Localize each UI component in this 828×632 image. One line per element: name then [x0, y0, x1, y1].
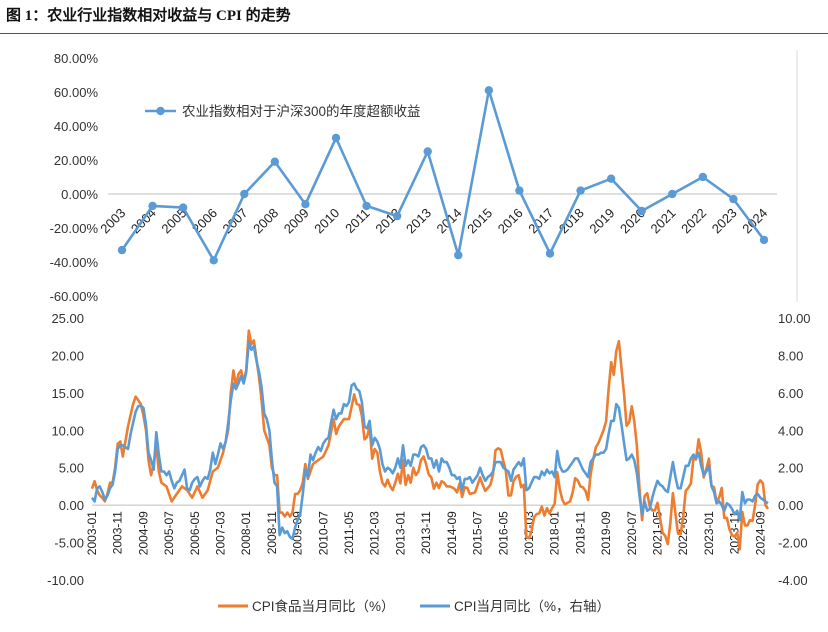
bottom-left-y-tick-label: -10.00	[47, 573, 84, 588]
top-series-point	[117, 245, 127, 255]
top-series-point	[209, 256, 218, 265]
bottom-x-tick-label: 2003-11	[111, 511, 125, 554]
top-y-tick-label: 80.00%	[54, 51, 99, 66]
bottom-left-y-tick-label: 20.00	[51, 348, 84, 363]
bottom-x-tick-label: 2005-07	[162, 511, 176, 555]
top-series-point	[270, 157, 280, 166]
bottom-left-y-tick-label: 25.00	[51, 311, 84, 326]
top-series-point	[637, 206, 646, 216]
bottom-x-tick-label: 2016-05	[496, 511, 510, 555]
top-series-point	[729, 194, 738, 204]
top-x-tick-label: 2009	[281, 205, 312, 236]
top-x-tick-label: 2015	[464, 205, 495, 236]
bottom-right-y-tick-label: 0.00	[778, 498, 803, 513]
top-y-tick-label: -20.00%	[50, 221, 99, 236]
top-x-tick-label: 2006	[189, 205, 220, 236]
bottom-x-tick-label: 2015-07	[471, 511, 485, 555]
bottom-x-tick-label: 2009-09	[291, 511, 305, 555]
bottom-x-tick-label: 2014-09	[445, 511, 459, 555]
bottom-x-tick-label: 2013-11	[419, 511, 433, 554]
bottom-right-y-tick-label: -4.00	[778, 573, 808, 588]
bottom-x-tick-label: 2006-05	[188, 511, 202, 555]
top-series-point	[392, 211, 402, 221]
top-x-tick-label: 2011	[342, 206, 372, 236]
top-y-tick-label: 40.00%	[54, 119, 99, 134]
top-legend-label: 农业指数相对于沪深300的年度超额收益	[182, 104, 421, 119]
top-series-point	[606, 174, 616, 183]
bottom-x-tick-label: 2008-01	[239, 511, 253, 555]
top-y-tick-label: 20.00%	[54, 153, 99, 168]
top-series-point	[515, 186, 524, 195]
top-y-tick-label: 0.00%	[61, 187, 98, 202]
top-x-tick-label: 2022	[678, 205, 709, 236]
bottom-right-y-tick-label: 2.00	[778, 461, 803, 476]
top-series-line	[120, 89, 766, 262]
top-series-point	[698, 172, 708, 182]
top-x-tick-label: 2003	[97, 205, 128, 236]
bottom-right-y-tick-label: 8.00	[778, 348, 803, 363]
top-x-tick-label: 2019	[586, 205, 617, 236]
top-series-point	[545, 249, 555, 258]
top-x-tick-label: 2016	[495, 205, 526, 236]
bottom-x-tick-label: 2023-01	[702, 511, 716, 555]
top-series-point	[423, 147, 432, 156]
top-x-tick-label: 2010	[311, 205, 342, 236]
bottom-right-y-tick-label: 4.00	[778, 423, 803, 438]
bottom-x-tick-label: 2024-09	[753, 511, 767, 555]
bottom-x-tick-label: 2010-07	[316, 511, 330, 555]
top-x-tick-label: 2024	[739, 205, 770, 236]
bottom-left-y-tick-label: 15.00	[51, 386, 84, 401]
top-series-point	[178, 203, 188, 212]
top-x-tick-label: 2007	[220, 205, 251, 236]
top-series-point	[576, 186, 585, 195]
bottom-x-tick-label: 2004-09	[136, 511, 150, 555]
top-series-point	[484, 86, 494, 95]
top-y-tick-label: 60.00%	[54, 85, 99, 100]
bottom-legend-label: CPI食品当月同比（%）	[252, 598, 395, 614]
bottom-x-tick-label: 2008-11	[265, 511, 279, 554]
top-series-point	[668, 189, 677, 199]
top-series-point	[759, 235, 769, 245]
top-series-point	[331, 133, 341, 143]
top-y-tick-label: -40.00%	[50, 255, 99, 270]
top-x-tick-label: 2013	[403, 205, 434, 236]
top-series-point	[362, 201, 371, 211]
bottom-x-tick-label: 2012-03	[368, 511, 382, 555]
bottom-right-y-tick-label: -2.00	[778, 536, 808, 551]
title-divider	[0, 33, 828, 34]
top-series-point	[301, 200, 310, 209]
top-series-point	[454, 251, 463, 260]
cpi-line	[90, 340, 769, 541]
top-x-tick-label: 2021	[648, 205, 679, 236]
top-series-point	[148, 201, 157, 211]
bottom-left-y-tick-label: 0.00	[59, 498, 84, 513]
bottom-right-y-tick-label: 10.00	[778, 311, 811, 326]
top-x-tick-label: 2023	[709, 205, 740, 236]
bottom-x-tick-label: 2003-01	[85, 511, 99, 555]
top-x-tick-label: 2008	[250, 205, 281, 236]
bottom-x-tick-label: 2022-03	[676, 511, 690, 555]
bottom-left-y-tick-label: 5.00	[59, 461, 84, 476]
figure-title: 图 1：农业行业指数相对收益与 CPI 的走势	[6, 8, 291, 24]
bottom-legend-label: CPI当月同比（%，右轴）	[454, 599, 610, 614]
bottom-left-y-tick-label: -5.00	[54, 536, 84, 551]
top-series-point	[240, 189, 249, 199]
top-legend-marker	[156, 106, 165, 116]
bottom-x-tick-label: 2018-01	[548, 511, 562, 555]
bottom-x-tick-label: 2007-03	[214, 511, 228, 555]
bottom-x-tick-label: 2019-09	[599, 511, 613, 555]
bottom-right-y-tick-label: 6.00	[778, 386, 803, 401]
bottom-x-tick-label: 2011-05	[342, 511, 356, 554]
bottom-left-y-tick-label: 10.00	[51, 423, 84, 438]
bottom-x-tick-label: 2013-01	[393, 511, 407, 555]
bottom-x-tick-label: 2020-07	[625, 511, 639, 555]
bottom-x-tick-label: 2018-11	[573, 511, 587, 554]
top-y-tick-label: -60.00%	[50, 289, 99, 304]
